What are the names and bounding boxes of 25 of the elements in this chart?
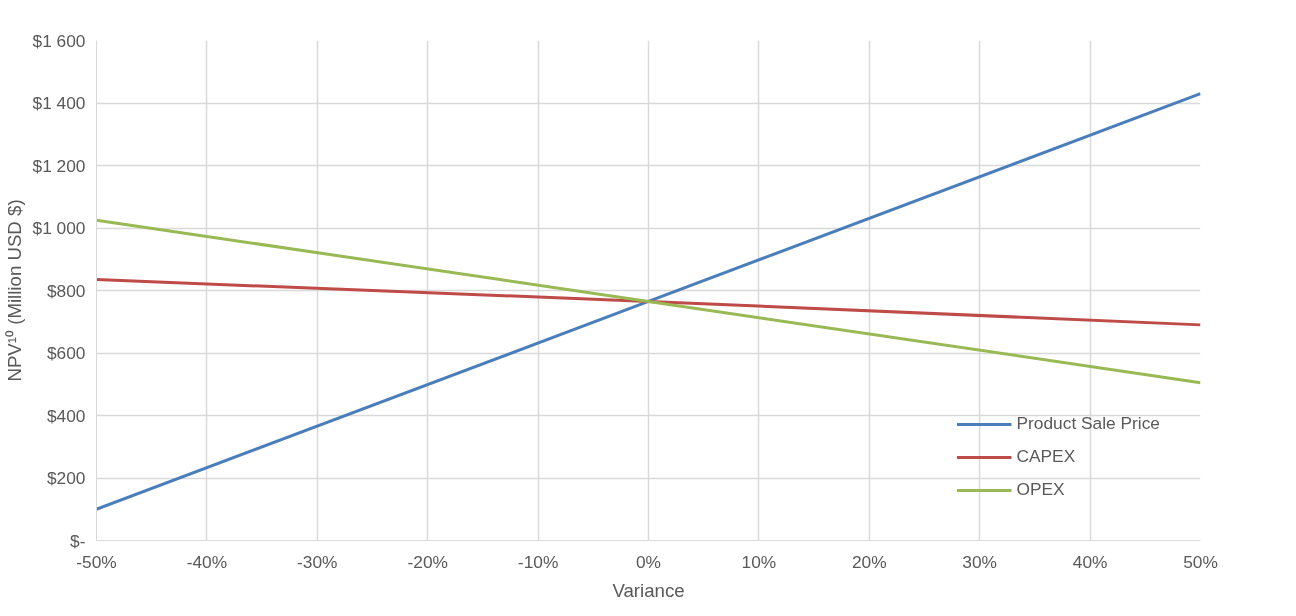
y-tick-label: $800 [46,280,86,301]
y-tick-label: $1 600 [32,30,86,51]
y-tick-label: $400 [46,405,86,426]
y-axis-title: NPV¹⁰ (Million USD $) [3,199,25,382]
legend-label: OPEX [1016,479,1065,500]
x-tick-label: 20% [851,551,887,572]
x-tick-label: 40% [1072,551,1108,572]
x-tick-label: -30% [297,551,338,572]
y-tick-label: $1 200 [32,155,86,176]
y-tick-label: $- [70,530,86,551]
legend-label: CAPEX [1016,446,1076,467]
x-tick-label: 10% [741,551,777,572]
y-tick-label: $200 [46,468,86,488]
y-tick-label: $1 400 [32,93,86,113]
y-tick-label: $1 000 [32,218,86,238]
x-tick-label: -10% [517,551,559,572]
x-tick-label: 50% [1183,551,1218,572]
x-tick-label: 30% [962,551,998,572]
x-tick-label: 0% [635,551,662,572]
x-tick-label: -20% [407,551,448,572]
x-tick-label: -40% [186,551,228,572]
y-tick-label: $600 [46,343,86,363]
x-tick-label: -50% [76,551,117,572]
legend-label: Product Sale Price [1016,413,1160,434]
x-axis-title: Variance [612,579,685,601]
